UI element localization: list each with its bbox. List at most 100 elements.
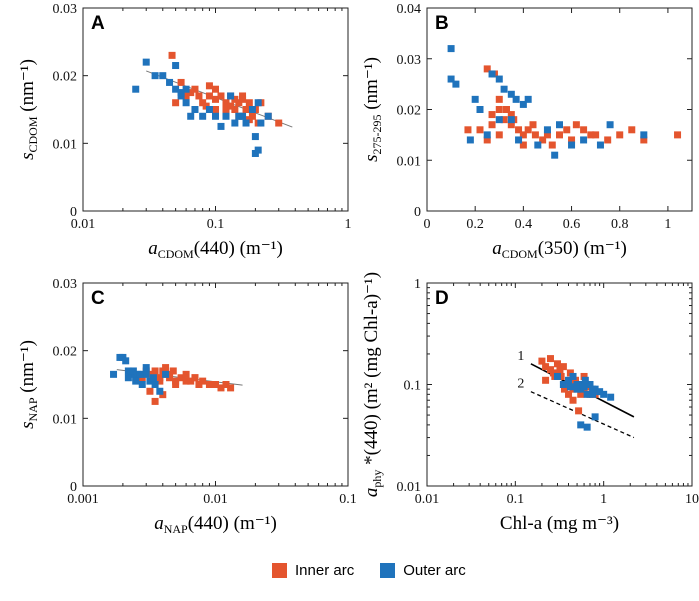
data-point-inner bbox=[546, 355, 554, 363]
data-point-inner bbox=[245, 99, 253, 107]
data-point-outer bbox=[191, 106, 199, 113]
fit-line bbox=[530, 391, 635, 439]
data-point-inner bbox=[495, 106, 503, 113]
data-point-inner bbox=[519, 141, 527, 149]
data-point-outer bbox=[187, 112, 195, 120]
data-point-inner bbox=[500, 116, 508, 124]
data-point-inner bbox=[546, 366, 554, 374]
data-point-inner bbox=[275, 119, 283, 127]
data-point-outer bbox=[565, 376, 573, 384]
data-point-inner bbox=[146, 387, 154, 395]
data-point-inner bbox=[227, 102, 235, 110]
data-point-inner bbox=[531, 131, 539, 139]
data-point-inner bbox=[162, 364, 170, 372]
data-point-inner bbox=[156, 377, 164, 385]
data-point-outer bbox=[573, 385, 581, 393]
data-point-outer bbox=[132, 85, 140, 93]
data-point-outer bbox=[254, 146, 262, 154]
data-point-inner bbox=[231, 106, 239, 113]
panel-B: 0 0.2 0.4 0.6 0.8 1 0 0.01 0.02 0.03 0.04 BaCDOM(35… bbox=[361, 2, 693, 261]
data-point-outer bbox=[596, 141, 604, 149]
data-point-outer bbox=[534, 141, 542, 149]
x-axis-label-symbol: a bbox=[148, 238, 158, 259]
data-point-outer bbox=[569, 372, 577, 380]
data-point-outer bbox=[142, 370, 150, 378]
data-point-inner bbox=[580, 126, 588, 134]
data-point-outer bbox=[452, 80, 460, 88]
x-axis-label-sub: NAP bbox=[164, 522, 188, 536]
x-axis-label-sub: CDOM bbox=[502, 247, 538, 261]
legend-label-outer: Outer arc bbox=[403, 562, 466, 579]
data-point-inner bbox=[231, 95, 239, 103]
data-point-inner bbox=[464, 126, 472, 134]
y-tick-label: 0.01 bbox=[397, 154, 422, 169]
data-point-inner bbox=[222, 381, 230, 388]
y-tick-label: 0.02 bbox=[53, 70, 78, 85]
data-point-outer bbox=[488, 70, 496, 78]
y-tick-label: 0.02 bbox=[397, 104, 422, 119]
data-point-inner bbox=[524, 126, 532, 134]
y-axis-label-unit: (nm⁻¹) bbox=[361, 57, 382, 114]
data-point-inner bbox=[476, 126, 484, 134]
legend-swatch-outer bbox=[380, 563, 396, 578]
data-point-inner bbox=[572, 121, 580, 129]
data-point-outer bbox=[551, 151, 559, 159]
data-point-inner bbox=[235, 99, 243, 107]
x-axis-label: aCDOM(350) (m⁻¹) bbox=[492, 238, 627, 261]
data-point-outer bbox=[606, 121, 614, 129]
legend-item-outer: Outer arc bbox=[380, 562, 466, 579]
data-point-outer bbox=[122, 357, 130, 365]
y-axis-label-unit: (nm⁻¹) bbox=[17, 340, 38, 397]
data-point-outer bbox=[251, 133, 259, 141]
data-point-outer bbox=[507, 90, 515, 98]
data-point-outer bbox=[466, 136, 474, 144]
x-tick-label: 0.01 bbox=[203, 492, 228, 507]
data-point-outer bbox=[640, 131, 648, 139]
data-point-outer bbox=[583, 390, 591, 398]
data-point-inner bbox=[519, 131, 527, 139]
x-tick-label: 0.1 bbox=[207, 217, 225, 232]
data-point-inner bbox=[222, 99, 230, 107]
data-point-outer bbox=[151, 72, 159, 80]
fit-line-label: 1 bbox=[517, 349, 524, 364]
y-tick-label: 0.1 bbox=[404, 379, 422, 394]
data-point-outer bbox=[447, 75, 455, 83]
data-point-outer bbox=[162, 370, 170, 378]
data-point-inner bbox=[559, 363, 567, 371]
data-point-inner bbox=[151, 367, 159, 375]
data-point-outer bbox=[512, 95, 520, 103]
data-point-inner bbox=[515, 126, 523, 134]
x-axis-label-symbol: a bbox=[154, 513, 164, 534]
data-point-inner bbox=[507, 121, 515, 129]
data-point-outer bbox=[235, 112, 243, 120]
data-point-outer bbox=[568, 141, 576, 149]
y-tick-label: 0.01 bbox=[53, 412, 78, 427]
y-tick-label: 0.01 bbox=[53, 137, 78, 152]
data-point-outer bbox=[507, 116, 515, 124]
y-tick-label: 0.02 bbox=[53, 345, 78, 360]
legend-swatch-inner bbox=[272, 563, 287, 578]
data-point-inner bbox=[195, 92, 203, 100]
panel-label: B bbox=[435, 13, 449, 34]
data-point-outer bbox=[248, 106, 256, 113]
data-point-outer bbox=[600, 390, 608, 398]
data-point-inner bbox=[177, 374, 185, 382]
x-tick-label: 0.8 bbox=[611, 217, 629, 232]
data-point-inner bbox=[542, 363, 550, 371]
data-point-inner bbox=[628, 126, 636, 134]
legend-item-inner: Inner arc bbox=[272, 562, 354, 579]
data-point-outer bbox=[182, 85, 190, 93]
x-axis-label-tail: (440) (m⁻¹) bbox=[194, 238, 283, 259]
data-point-inner bbox=[488, 121, 496, 129]
data-point-outer bbox=[257, 119, 265, 127]
data-point-inner bbox=[151, 397, 159, 405]
data-point-inner bbox=[616, 131, 624, 139]
data-point-inner bbox=[182, 92, 190, 100]
data-point-outer bbox=[591, 413, 599, 421]
y-axis-label-unit: (nm⁻¹) bbox=[17, 59, 38, 116]
data-point-inner bbox=[538, 357, 546, 365]
data-point-outer bbox=[500, 85, 508, 93]
